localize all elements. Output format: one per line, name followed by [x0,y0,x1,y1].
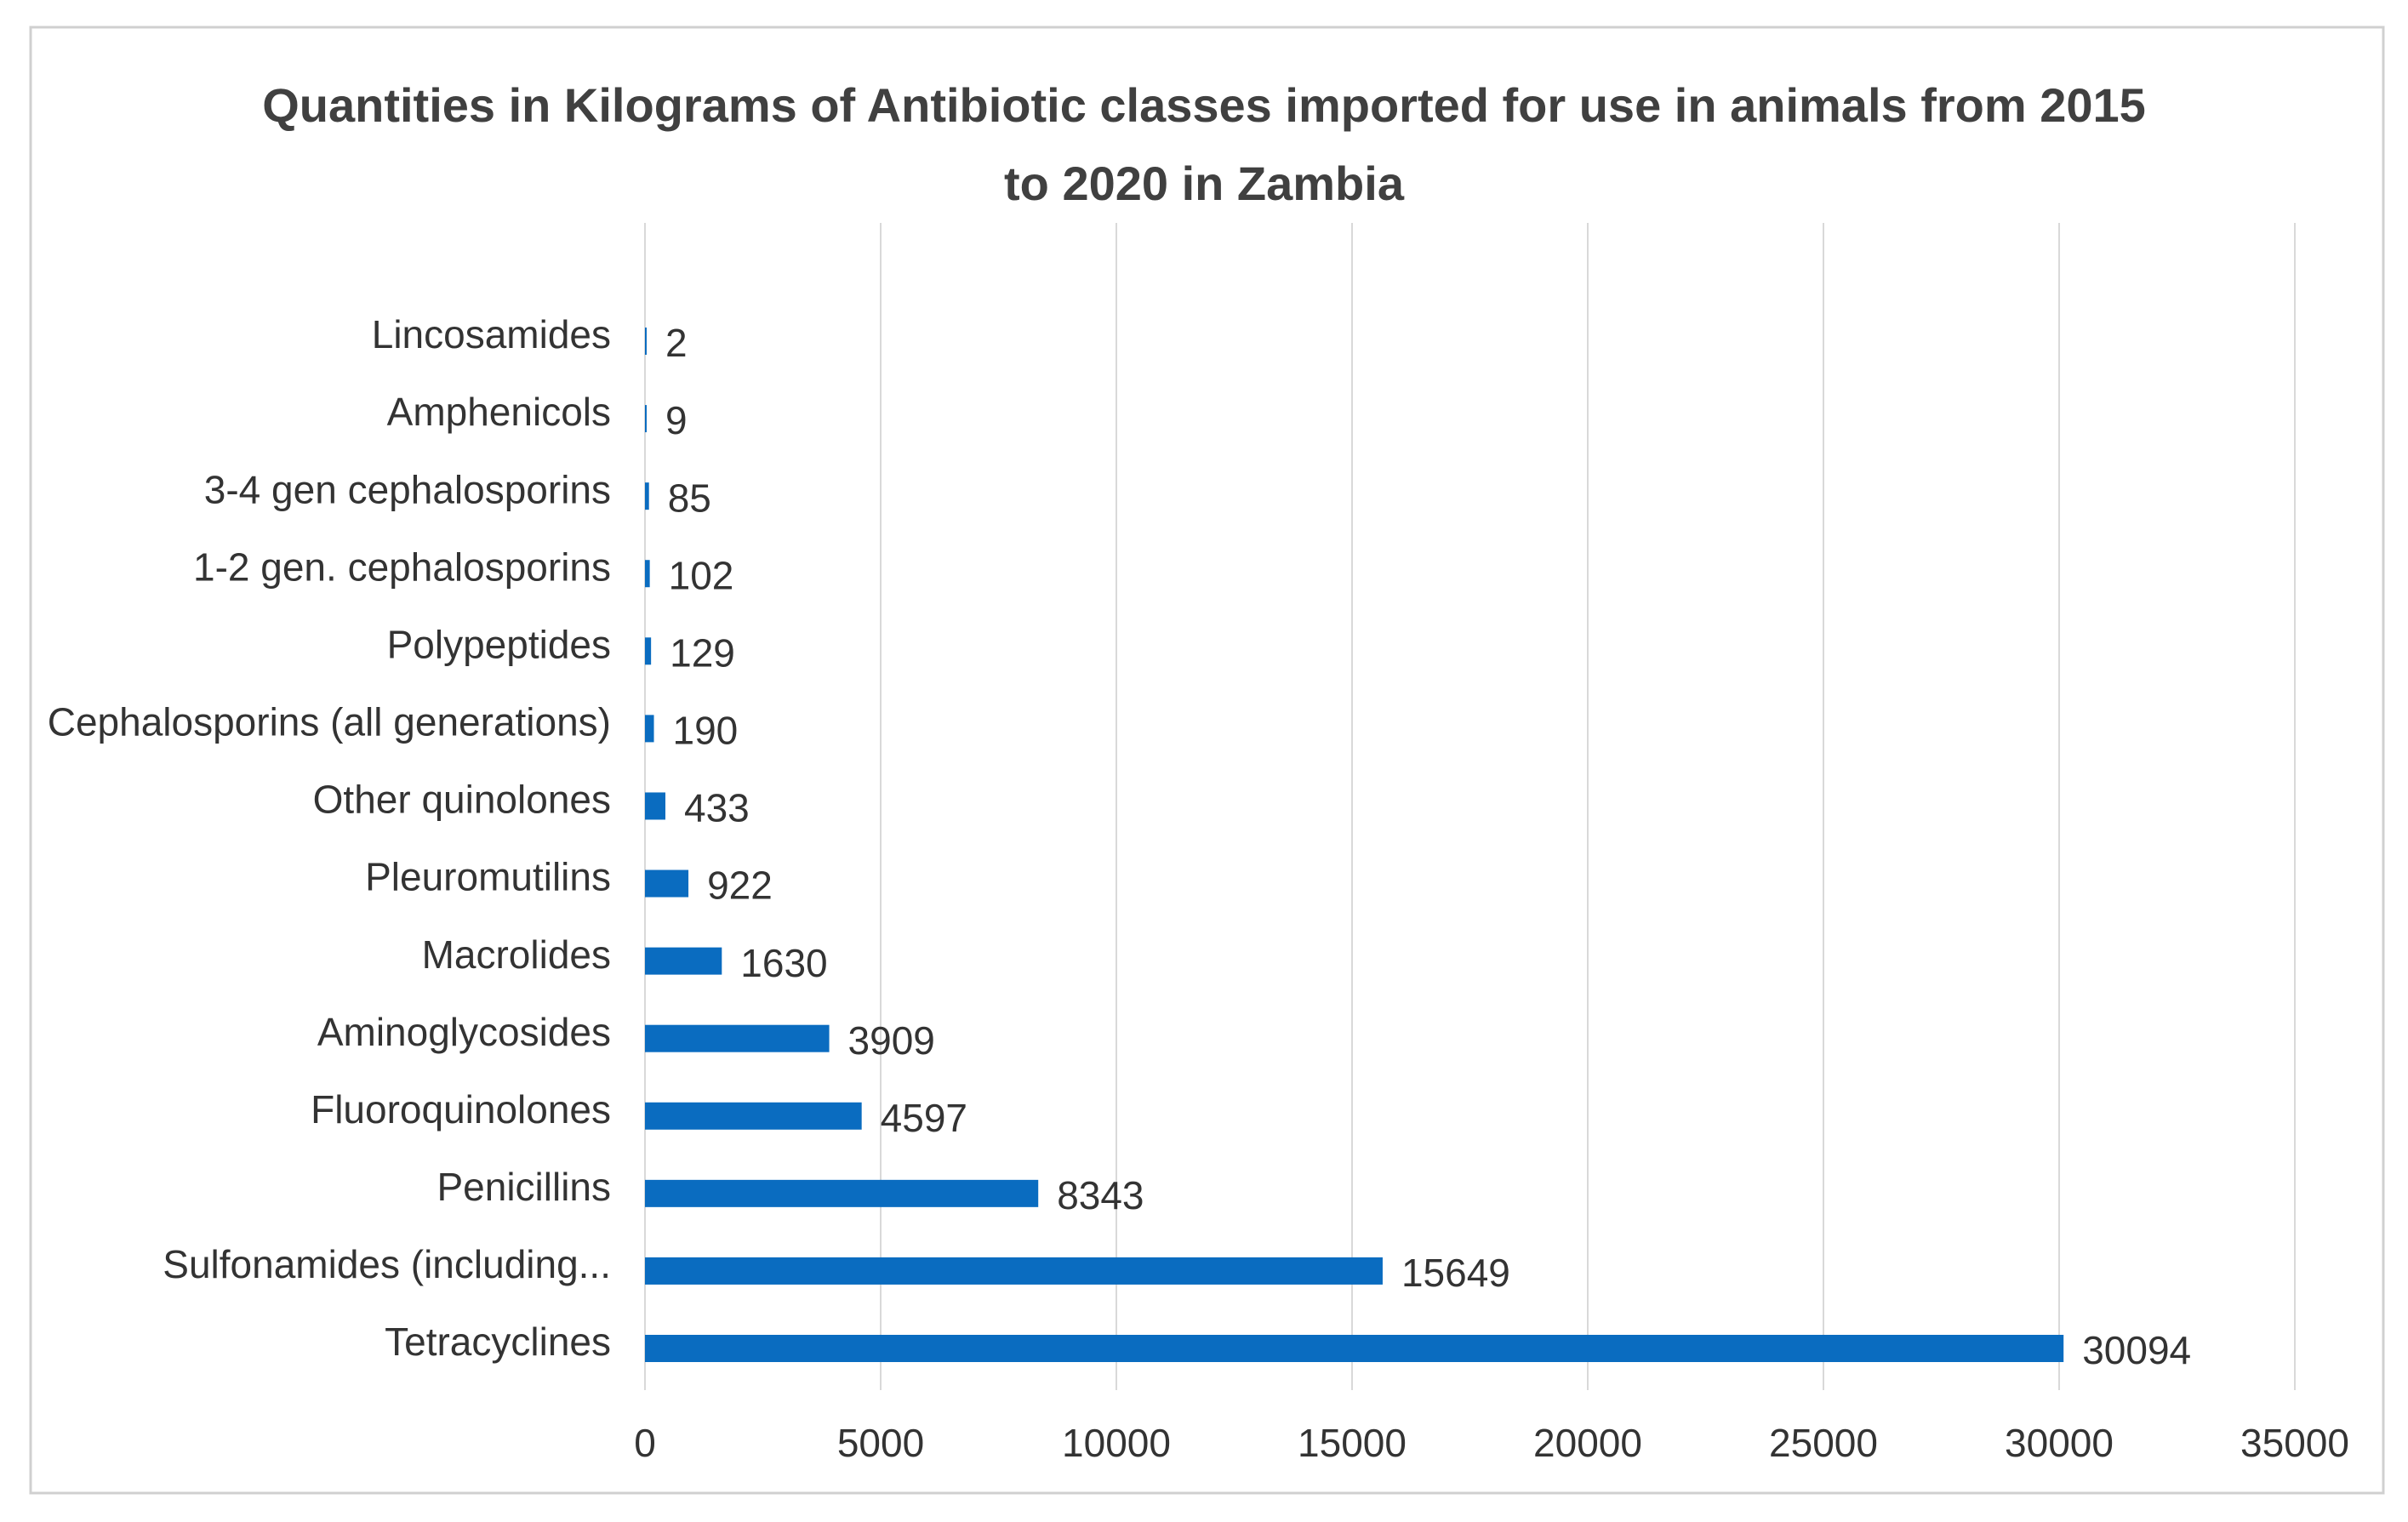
bar [645,405,647,433]
value-label: 9 [665,398,688,442]
value-label: 85 [668,476,711,520]
bar [645,1335,2064,1362]
bar [645,482,649,510]
y-tick-label: Other quinolones [313,778,611,822]
bar [645,328,647,355]
x-tick-label: 10000 [1062,1421,1171,1465]
value-label: 4597 [881,1096,967,1140]
bar [645,715,654,743]
bar [645,792,665,820]
x-tick-label: 30000 [2005,1421,2114,1465]
y-tick-label: Polypeptides [387,622,611,666]
y-tick-label: Macrolides [422,932,611,977]
y-tick-label: Aminoglycosides [317,1010,611,1054]
value-label: 129 [670,630,735,675]
y-tick-label: 3-4 gen cephalosporins [204,467,611,511]
bar [645,637,652,665]
value-label: 1630 [740,941,827,985]
y-tick-label: 1-2 gen. cephalosporins [193,544,611,589]
value-label: 190 [673,709,739,753]
bar [645,560,650,588]
y-tick-label: Tetracyclines [385,1320,611,1364]
chart-title: Quantities in Kilograms of Antibiotic cl… [262,78,2146,210]
value-label: 15649 [1401,1251,1510,1295]
x-tick-label: 0 [634,1421,656,1465]
value-label: 922 [707,864,773,908]
bar [645,869,689,898]
bar [645,1102,862,1130]
x-tick-label: 35000 [2240,1421,2349,1465]
value-label: 30094 [2082,1328,2191,1372]
y-tick-label: Cephalosporins (all generations) [48,700,611,744]
bar [645,1024,830,1052]
x-tick-label: 5000 [837,1421,924,1465]
value-label: 433 [684,786,750,830]
value-label: 8343 [1057,1173,1144,1217]
value-label: 3909 [848,1018,935,1063]
value-label: 2 [665,321,688,365]
chart-border [29,26,2385,1495]
y-tick-label: Sulfonamides (including... [163,1242,611,1286]
y-tick-label: Fluoroquinolones [311,1087,611,1132]
x-tick-label: 20000 [1533,1421,1642,1465]
bar [645,1257,1383,1285]
value-label: 102 [669,553,734,597]
bar [645,947,722,975]
y-tick-label: Penicillins [437,1165,611,1209]
x-tick-label: 15000 [1298,1421,1407,1465]
x-tick-label: 25000 [1769,1421,1878,1465]
y-tick-label: Lincosamides [372,312,611,356]
y-tick-label: Amphenicols [387,390,611,434]
bar [645,1179,1039,1207]
y-tick-label: Pleuromutilins [365,855,611,899]
